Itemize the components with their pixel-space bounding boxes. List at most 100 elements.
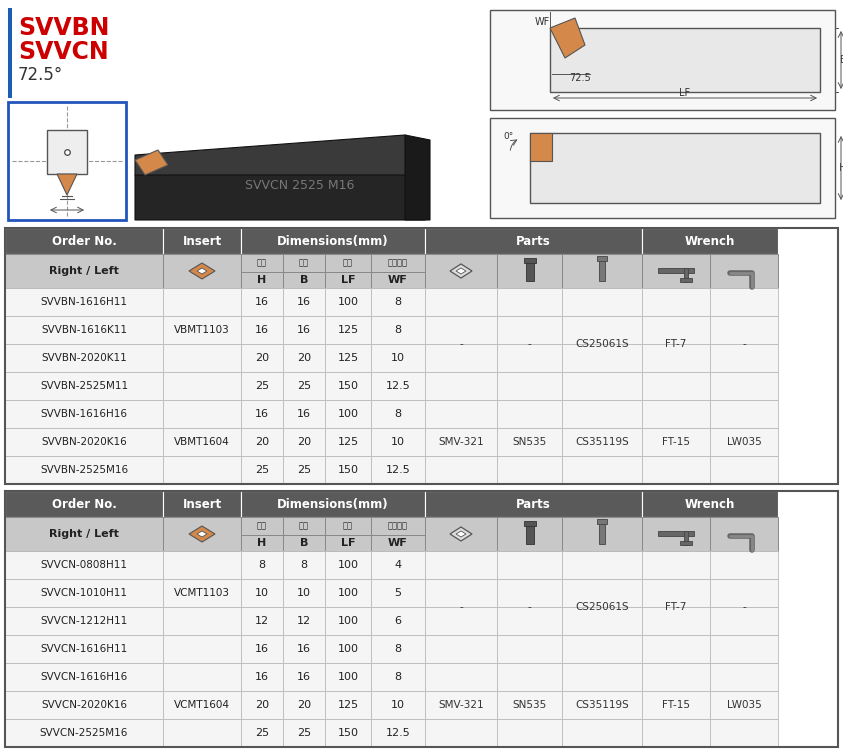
Bar bbox=[597, 519, 607, 524]
Bar bbox=[283, 428, 325, 456]
Bar bbox=[425, 254, 497, 288]
Polygon shape bbox=[189, 526, 215, 542]
Bar bbox=[710, 719, 778, 747]
Text: VCMT1103: VCMT1103 bbox=[174, 588, 230, 598]
Text: SVVBN-1616H11: SVVBN-1616H11 bbox=[40, 297, 127, 307]
Bar bbox=[325, 719, 371, 747]
Bar bbox=[524, 258, 535, 263]
Bar bbox=[283, 691, 325, 719]
Bar bbox=[642, 344, 710, 372]
Text: 12.5: 12.5 bbox=[385, 465, 411, 475]
Bar bbox=[642, 456, 710, 484]
Bar bbox=[5, 491, 163, 517]
Bar bbox=[642, 372, 710, 400]
Bar bbox=[241, 316, 283, 344]
Bar bbox=[562, 691, 642, 719]
Text: CS25061S: CS25061S bbox=[575, 602, 629, 612]
Bar bbox=[562, 663, 642, 691]
Text: 100: 100 bbox=[337, 616, 358, 626]
Bar bbox=[371, 535, 425, 551]
Text: B: B bbox=[300, 538, 309, 548]
Bar bbox=[562, 719, 642, 747]
Bar bbox=[325, 535, 371, 551]
Text: 150: 150 bbox=[337, 381, 358, 391]
Polygon shape bbox=[450, 527, 472, 541]
Bar bbox=[525, 524, 534, 544]
Polygon shape bbox=[135, 150, 168, 175]
Text: 12: 12 bbox=[255, 616, 269, 626]
Text: LF: LF bbox=[341, 538, 355, 548]
Bar bbox=[710, 551, 778, 579]
Bar bbox=[658, 268, 694, 273]
Bar bbox=[642, 691, 710, 719]
Bar bbox=[325, 456, 371, 484]
Bar bbox=[562, 607, 642, 635]
Bar bbox=[163, 663, 241, 691]
Bar bbox=[497, 400, 562, 428]
Bar bbox=[425, 517, 497, 551]
Bar bbox=[562, 579, 642, 607]
Bar bbox=[710, 579, 778, 607]
Bar bbox=[562, 344, 642, 372]
Bar bbox=[163, 400, 241, 428]
Bar bbox=[497, 344, 562, 372]
Bar bbox=[163, 491, 241, 517]
Text: 16: 16 bbox=[297, 672, 311, 682]
Bar bbox=[283, 635, 325, 663]
Bar bbox=[425, 316, 497, 344]
Bar bbox=[642, 719, 710, 747]
Text: 16: 16 bbox=[255, 325, 269, 335]
Text: LW035: LW035 bbox=[727, 437, 761, 447]
Text: B: B bbox=[300, 275, 309, 285]
Text: 8: 8 bbox=[395, 644, 401, 654]
Text: WF: WF bbox=[388, 538, 408, 548]
Text: Dimensions(mm): Dimensions(mm) bbox=[277, 498, 389, 511]
Bar bbox=[562, 517, 642, 551]
Bar bbox=[8, 8, 12, 98]
Bar bbox=[562, 400, 642, 428]
Text: FT-15: FT-15 bbox=[662, 437, 690, 447]
Text: 20: 20 bbox=[297, 437, 311, 447]
Bar bbox=[325, 579, 371, 607]
Bar bbox=[642, 551, 710, 579]
Bar bbox=[710, 344, 778, 372]
Text: 100: 100 bbox=[337, 560, 358, 570]
Text: -: - bbox=[742, 339, 746, 349]
Bar bbox=[710, 254, 778, 288]
Bar bbox=[371, 456, 425, 484]
Bar bbox=[658, 531, 694, 536]
Text: Parts: Parts bbox=[516, 234, 550, 248]
Bar bbox=[425, 551, 497, 579]
Text: 4: 4 bbox=[395, 560, 401, 570]
Text: SVVCN-2525M16: SVVCN-2525M16 bbox=[40, 728, 128, 738]
Text: WF: WF bbox=[534, 17, 550, 27]
Bar bbox=[241, 372, 283, 400]
Bar bbox=[283, 316, 325, 344]
Bar bbox=[325, 254, 371, 272]
Bar bbox=[5, 400, 163, 428]
Text: SVVBN-1616K11: SVVBN-1616K11 bbox=[41, 325, 127, 335]
Bar bbox=[163, 344, 241, 372]
Text: 16: 16 bbox=[297, 409, 311, 419]
Bar bbox=[562, 456, 642, 484]
Text: SVVBN-1616H16: SVVBN-1616H16 bbox=[40, 409, 127, 419]
Bar bbox=[325, 428, 371, 456]
Text: SVVCN-1616H16: SVVCN-1616H16 bbox=[40, 672, 127, 682]
Bar bbox=[241, 254, 283, 272]
Bar bbox=[163, 228, 241, 254]
Bar bbox=[325, 344, 371, 372]
Bar bbox=[325, 272, 371, 288]
Polygon shape bbox=[57, 174, 77, 195]
Text: 25: 25 bbox=[255, 381, 269, 391]
Bar bbox=[325, 551, 371, 579]
Bar bbox=[371, 551, 425, 579]
Text: 20: 20 bbox=[255, 700, 269, 710]
Bar bbox=[5, 491, 838, 747]
Text: 72.5: 72.5 bbox=[569, 73, 591, 83]
Polygon shape bbox=[189, 263, 215, 279]
Bar bbox=[425, 663, 497, 691]
Text: 12.5: 12.5 bbox=[385, 381, 411, 391]
Bar bbox=[497, 288, 562, 316]
Bar bbox=[597, 256, 607, 261]
Bar bbox=[5, 316, 163, 344]
